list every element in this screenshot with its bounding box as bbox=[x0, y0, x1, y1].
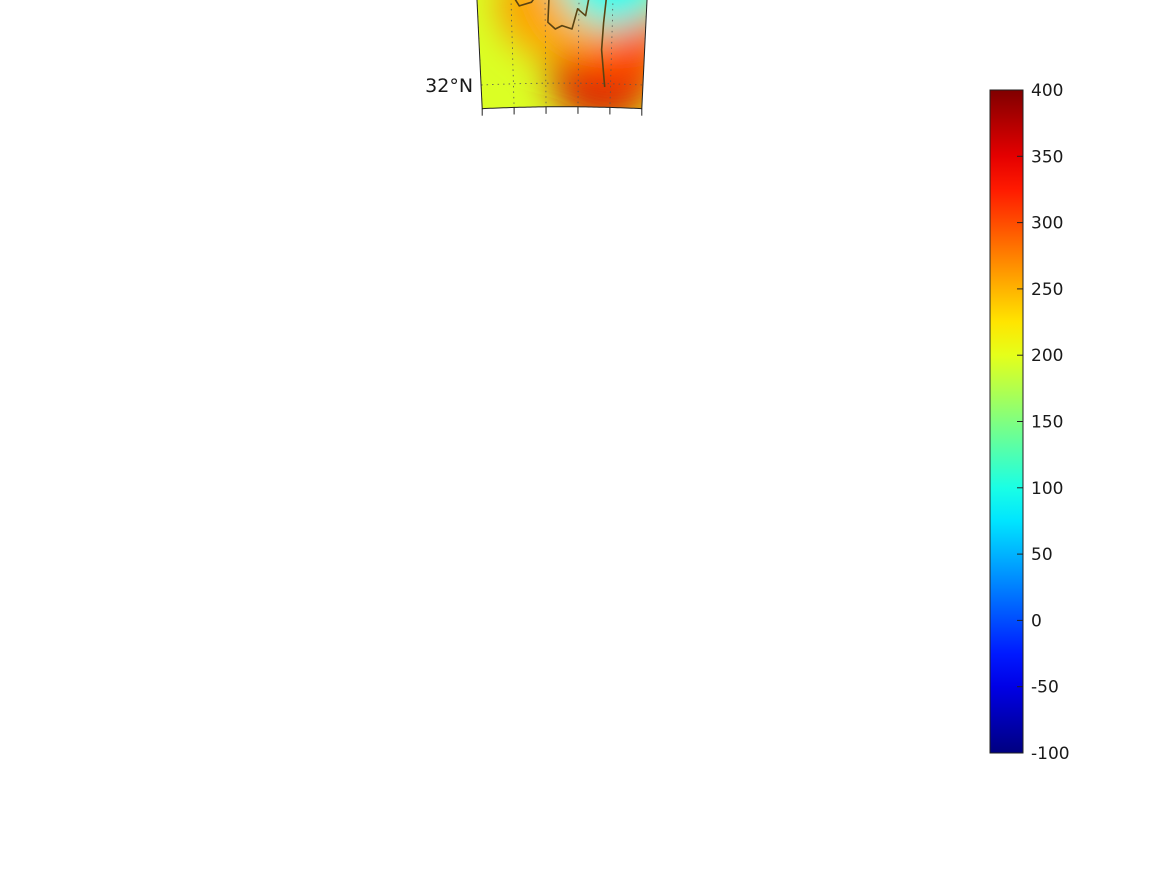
colorbar-tick-label: -50 bbox=[1031, 678, 1059, 698]
colorbar-tick-label: 50 bbox=[1031, 545, 1053, 565]
colorbar-tick-label: 300 bbox=[1031, 214, 1063, 234]
colorbar-tick-label: 400 bbox=[1031, 81, 1063, 101]
coastline-segment-1 bbox=[491, 0, 616, 88]
lat-label: 32°N bbox=[425, 75, 473, 97]
colorbar-tick-label: 150 bbox=[1031, 413, 1063, 433]
colorbar: 400 350 300 250 200 150 100 50 0 -50 -100 bbox=[989, 81, 1070, 764]
colorbar-tick-label: -100 bbox=[1031, 744, 1070, 764]
coastlines bbox=[491, 0, 616, 88]
frame-ticks bbox=[481, 106, 643, 116]
colorbar-tick-label: 100 bbox=[1031, 479, 1063, 499]
colorbar-tick-label: 0 bbox=[1031, 611, 1042, 631]
colorbar-tick-label: 350 bbox=[1031, 147, 1063, 167]
colorbar-tick-label: 250 bbox=[1031, 280, 1063, 300]
colorbar-tick-label: 200 bbox=[1031, 346, 1063, 366]
colorbar-ticks: 400 350 300 250 200 150 100 50 0 -50 -100 bbox=[1017, 81, 1070, 764]
latitude-labels: 32°N28°N24°N20°N16°N bbox=[425, 75, 473, 97]
map-frame bbox=[476, 0, 648, 110]
